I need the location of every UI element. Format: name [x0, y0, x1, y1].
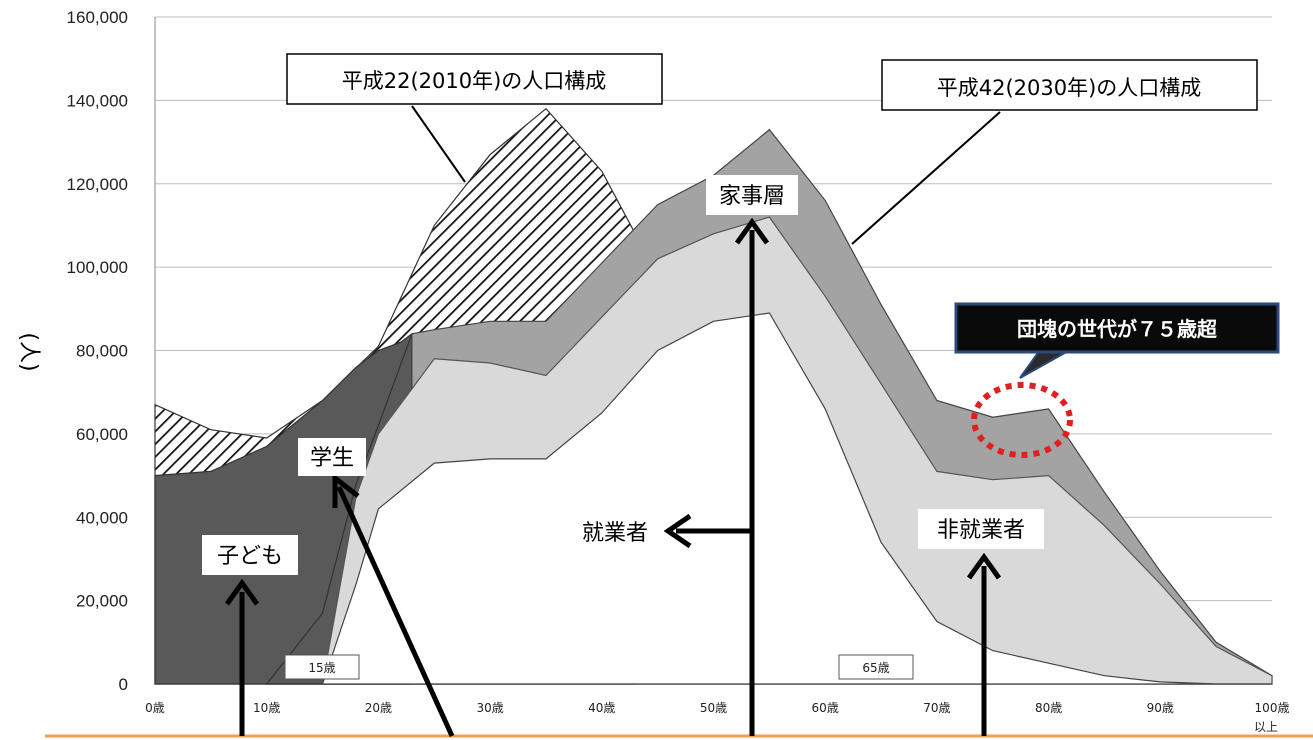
svg-text:団塊の世代が７５歳超: 団塊の世代が７５歳超: [1017, 317, 1218, 341]
svg-text:学生: 学生: [310, 446, 354, 471]
label-kajisou: 家事層: [706, 175, 798, 215]
marker-15: 15歳: [284, 654, 360, 680]
x-tick-label: 50歳: [700, 701, 727, 715]
svg-text:子ども: 子ども: [217, 544, 283, 569]
area-shugyousha: [321, 312, 1272, 685]
x-tick-suffix: 以上: [1254, 720, 1278, 734]
y-tick-label: 160,000: [67, 8, 128, 27]
label-hishugyousha: 非就業者: [918, 509, 1044, 549]
marker-65: 65歳: [838, 654, 914, 680]
callout-2010: 平成22(2010年)の人口構成: [286, 53, 663, 105]
x-tick-label: 20歳: [365, 701, 392, 715]
x-tick-label: 90歳: [1147, 701, 1174, 715]
x-tick-label: 80歳: [1035, 701, 1062, 715]
svg-text:15歳: 15歳: [308, 661, 335, 675]
arrows: [224, 217, 1002, 738]
x-tick-label: 40歳: [588, 701, 615, 715]
y-tick-label: 120,000: [67, 175, 128, 194]
x-tick-label: 60歳: [812, 701, 839, 715]
x-tick-label: 30歳: [476, 701, 503, 715]
y-axis: 0 20,000 40,000 60,000 80,000 100,000 120,000 1…: [67, 8, 128, 694]
x-tick-label: 70歳: [923, 701, 950, 715]
y-axis-label: (人): [16, 332, 41, 371]
label-kodomo: 子ども: [202, 535, 298, 575]
x-tick-label: 100歳: [1255, 701, 1290, 715]
y-tick-label: 60,000: [76, 425, 128, 444]
highlight-ellipse: [971, 382, 1073, 458]
y-tick-label: 80,000: [76, 342, 128, 361]
svg-text:家事層: 家事層: [719, 184, 785, 209]
dankai-badge: 団塊の世代が７５歳超: [954, 302, 1280, 379]
label-shugyousha: 就業者: [566, 512, 664, 552]
y-tick-label: 0: [119, 675, 128, 694]
y-tick-label: 40,000: [76, 508, 128, 527]
y-tick-label: 100,000: [67, 258, 128, 277]
callout-2030: 平成42(2030年)の人口構成: [881, 59, 1258, 111]
x-tick-label: 0歳: [145, 701, 165, 715]
y-tick-label: 140,000: [67, 91, 128, 110]
svg-text:非就業者: 非就業者: [937, 518, 1025, 543]
svg-text:就業者: 就業者: [582, 521, 648, 546]
label-gakusei: 学生: [298, 438, 366, 476]
svg-text:65歳: 65歳: [862, 661, 889, 675]
svg-text:平成22(2010年)の人口構成: 平成22(2010年)の人口構成: [342, 69, 607, 93]
y-tick-label: 20,000: [76, 592, 128, 611]
leader-2030: [851, 111, 1001, 245]
svg-text:平成42(2030年)の人口構成: 平成42(2030年)の人口構成: [937, 76, 1202, 100]
leader-2010: [411, 105, 466, 183]
x-tick-label: 10歳: [253, 701, 280, 715]
